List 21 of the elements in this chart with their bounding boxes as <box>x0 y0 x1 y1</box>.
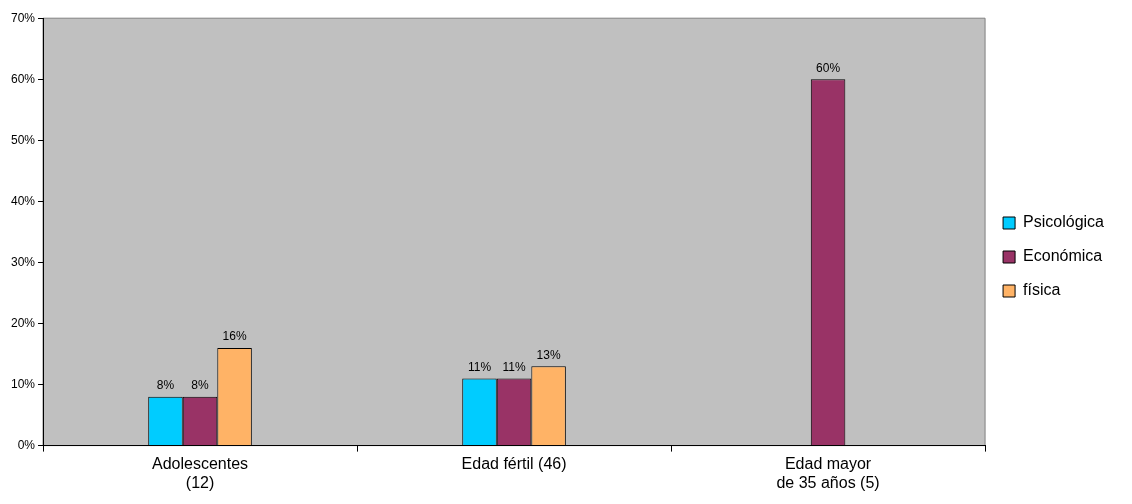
y-tick-label: 60% <box>10 71 36 86</box>
y-tick-label: 40% <box>10 193 36 208</box>
y-tick-label: 30% <box>10 254 36 269</box>
x-tick-label: Adolescentes (12) <box>152 454 249 491</box>
legend-label: Económica <box>1023 247 1103 265</box>
y-tick-label: 0% <box>17 437 36 452</box>
legend-label: Psicológica <box>1023 213 1105 231</box>
data-label: 8% <box>191 378 210 393</box>
data-label: 11% <box>467 359 492 374</box>
legend-label: física <box>1023 281 1061 299</box>
y-tick-label: 70% <box>10 10 36 25</box>
y-tick-label: 20% <box>10 315 36 330</box>
data-label: 11% <box>502 359 526 374</box>
x-tick-label: Edad mayor de 35 años (5) <box>776 454 880 491</box>
data-label: 8% <box>156 378 175 393</box>
x-tick-label: Edad fértil (46) <box>461 454 567 472</box>
data-label: 16% <box>222 329 247 344</box>
data-label: 60% <box>816 60 841 75</box>
data-label: 13% <box>536 347 561 362</box>
y-tick-label: 10% <box>10 376 36 391</box>
y-tick-label: 50% <box>10 132 36 147</box>
